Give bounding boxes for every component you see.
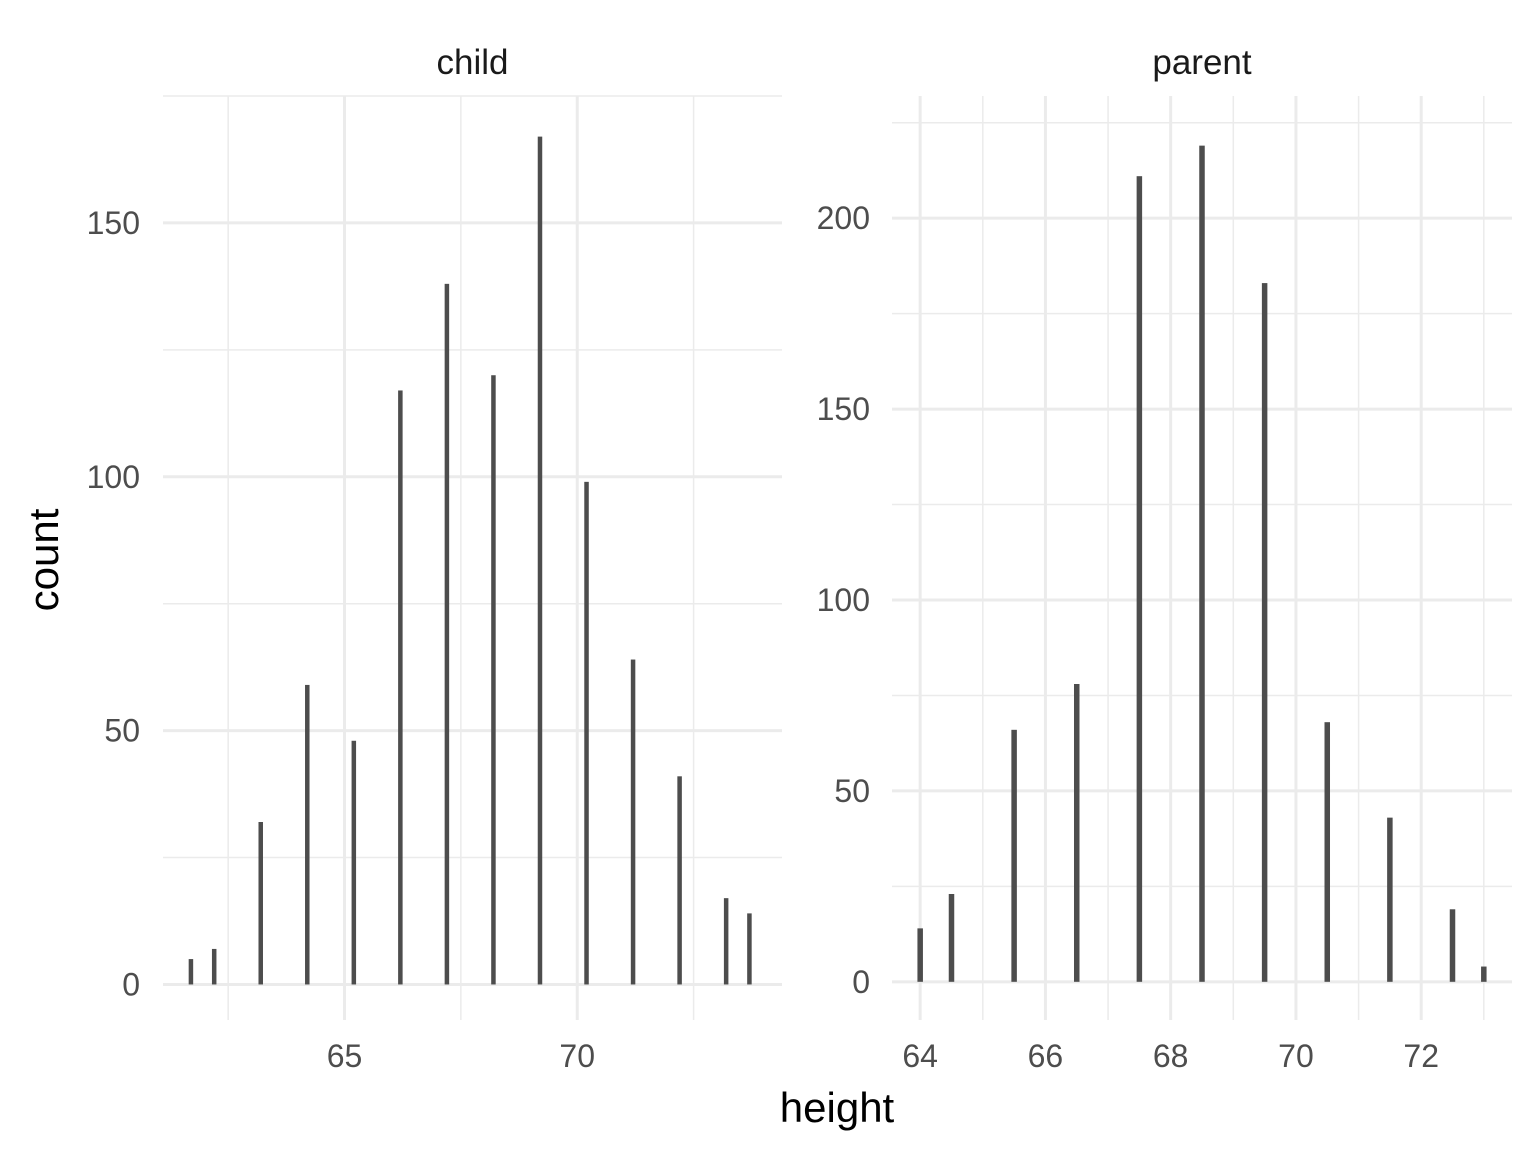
facet-strip-label: child <box>437 43 509 82</box>
histogram-bar <box>491 375 496 985</box>
y-tick-label: 100 <box>817 582 870 618</box>
y-tick-label: 0 <box>122 966 140 1002</box>
histogram-bar <box>398 390 403 985</box>
y-tick-label: 100 <box>87 459 140 495</box>
x-tick-label: 65 <box>327 1038 363 1074</box>
x-tick-label: 70 <box>559 1038 595 1074</box>
histogram-bar <box>1073 684 1080 982</box>
histogram-bar <box>723 898 729 985</box>
y-tick-label: 50 <box>104 713 140 749</box>
histogram-bar <box>677 776 682 985</box>
x-tick-label: 70 <box>1278 1038 1314 1074</box>
histogram-bar <box>188 959 194 985</box>
histogram-bar <box>917 928 923 982</box>
y-tick-label: 200 <box>817 200 870 236</box>
x-tick-label: 64 <box>902 1038 938 1074</box>
x-tick-label: 72 <box>1403 1038 1439 1074</box>
facet-panels: 65 70 0 50 100 150 child 64 66 68 70 72 0 50 100 150 200… <box>87 43 1512 1074</box>
y-tick-label: 50 <box>834 773 870 809</box>
y-tick-label: 0 <box>852 964 870 1000</box>
histogram-bar <box>948 894 955 982</box>
x-tick-label: 66 <box>1028 1038 1064 1074</box>
histogram-bar <box>351 740 357 985</box>
histogram-bar <box>305 684 310 985</box>
histogram-bar <box>747 913 752 985</box>
histogram-bar <box>1261 283 1268 982</box>
histogram-bar <box>444 283 450 985</box>
histogram-bar <box>537 136 543 985</box>
y-tick-label: 150 <box>817 391 870 427</box>
histogram-bar <box>1011 729 1017 982</box>
histogram-bar <box>1449 909 1456 982</box>
y-tick-label: 150 <box>87 205 140 241</box>
histogram-bar <box>211 948 217 985</box>
facet-strip-label: parent <box>1152 43 1252 82</box>
histogram-bar <box>258 822 263 985</box>
histogram-bar <box>1387 817 1393 982</box>
histogram-bar <box>584 481 589 985</box>
panel-child: 65 70 0 50 100 150 child <box>87 43 782 1074</box>
histogram-bar <box>1136 176 1143 982</box>
histogram-bar <box>1199 145 1205 982</box>
histogram-bar <box>630 659 636 985</box>
y-axis-title: count <box>20 508 67 611</box>
x-tick-label: 68 <box>1153 1038 1189 1074</box>
x-axis-title: height <box>780 1084 895 1131</box>
panel-parent: 64 66 68 70 72 0 50 100 150 200 parent <box>817 43 1512 1074</box>
histogram-bar <box>1481 966 1487 982</box>
histogram-bar <box>1324 722 1331 982</box>
